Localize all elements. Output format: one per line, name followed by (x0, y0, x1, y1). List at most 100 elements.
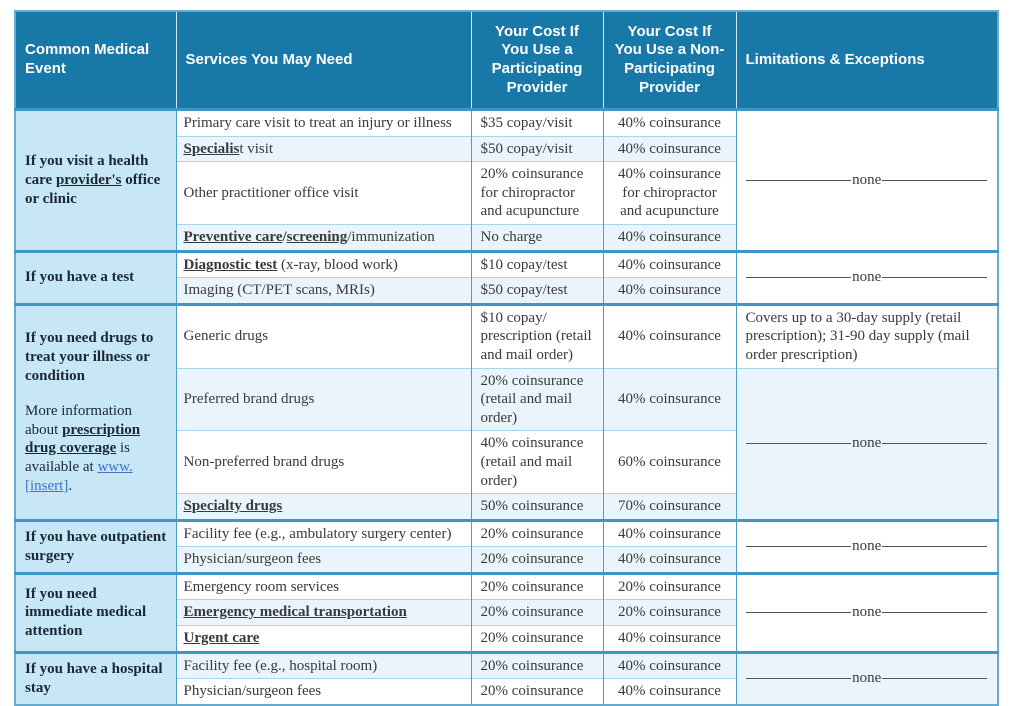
text-segment: Imaging (CT/PET scans, MRIs) (183, 282, 375, 299)
none-indicator: none (746, 171, 989, 190)
event-cell-drugs: If you need drugs to treat your illness … (14, 303, 176, 521)
dash-line (882, 678, 988, 680)
text-segment: t visit (239, 140, 274, 157)
non-participating-cost-cell: 40% coinsurance (602, 250, 736, 278)
text-segment: Non-preferred brand drugs (183, 453, 345, 470)
text-segment: Emergency room services (183, 578, 340, 595)
participating-cost-cell: 20% coinsurance (470, 519, 603, 547)
non-participating-cost-cell: 60% coinsurance (602, 430, 736, 494)
event-text: If you need drugs to treat your illness … (25, 329, 167, 385)
glossary-link[interactable]: Diagnostic test (183, 256, 278, 273)
dash-line (746, 179, 852, 181)
section-immediate-medical-attention: If you need immediate medical attention E… (14, 572, 998, 653)
none-label: none (852, 269, 882, 286)
non-participating-cost-cell: 20% coinsurance (602, 599, 736, 626)
column-header-services-you-may-need: Services You May Need (175, 11, 471, 110)
table-row: Imaging (CT/PET scans, MRIs) $50 copay/te… (15, 277, 998, 305)
glossary-link[interactable]: Preventive care (183, 228, 283, 245)
none-indicator: none (746, 603, 989, 622)
dash-line (746, 678, 852, 680)
participating-cost-cell: $50 copay/test (470, 277, 603, 305)
dash-line (746, 546, 852, 548)
table-row: If you have a test Diagnostic test (x-ray… (14, 250, 998, 305)
text-segment: Generic drugs (183, 328, 269, 345)
text-segment: Physician/surgeon fees (183, 551, 322, 568)
table-row: Other practitioner office visit 20% coins… (15, 161, 998, 225)
participating-cost-cell: 20% coinsurance (470, 678, 603, 705)
section-drugs: If you need drugs to treat your illness … (14, 303, 998, 521)
section-outpatient-surgery: If you have outpatient surgery Facility f… (14, 519, 998, 574)
non-participating-cost-cell: 40% coinsurance (602, 651, 736, 679)
participating-cost-cell: 50% coinsurance (470, 493, 603, 521)
dash-line (746, 612, 852, 614)
text-segment: If you have a hospital stay (25, 661, 163, 696)
service-cell: Non-preferred brand drugs (175, 430, 471, 494)
participating-cost-cell: $10 copay/test (470, 250, 603, 278)
participating-cost-cell: 20% coinsurance (470, 599, 603, 626)
service-cell: Urgent care (175, 625, 471, 653)
table-row: Preventive care/screening/immunization No… (15, 223, 998, 252)
event-cell-hospital-stay: If you have a hospital stay (14, 651, 176, 705)
participating-cost-cell: 40% coinsurance (retail and mail order) (470, 430, 603, 494)
text-segment: . (68, 477, 73, 494)
text-segment: / (282, 228, 287, 245)
dash-line (746, 443, 852, 445)
glossary-link[interactable]: Emergency medical transportation (183, 604, 407, 621)
non-participating-cost-cell: 40% coinsurance (602, 109, 736, 137)
glossary-link[interactable]: Specialty drugs (183, 498, 283, 515)
text-segment: If you have outpatient surgery (25, 529, 167, 564)
none-indicator: none (746, 537, 989, 556)
event-cell-immediate-medical-attention: If you need immediate medical attention (14, 572, 176, 653)
service-cell: Preventive care/screening/immunization (175, 223, 471, 252)
dash-line (882, 546, 988, 548)
non-participating-cost-cell: 40% coinsurance (602, 135, 736, 162)
non-participating-cost-cell: 40% coinsurance (602, 625, 736, 653)
participating-cost-cell: $50 copay/visit (470, 135, 603, 162)
section-office-visit: If you visit a health care provider's of… (14, 109, 998, 252)
benefits-table: Common Medical Event Services You May Ne… (14, 10, 999, 706)
text-segment: Physician/surgeon fees (183, 683, 322, 700)
event-text: If you have outpatient surgery (25, 528, 167, 565)
none-indicator: none (746, 434, 989, 453)
none-label: none (852, 538, 882, 555)
column-header-common-medical-event: Common Medical Event (15, 11, 176, 110)
none-label: none (852, 604, 882, 621)
event-spacer (25, 385, 167, 402)
dash-line (882, 612, 988, 614)
limitations-cell: none (735, 572, 998, 653)
participating-cost-cell: No charge (470, 223, 603, 252)
table-row: Specialty drugs 50% coinsurance 70% coinsu… (15, 493, 998, 521)
none-label: none (852, 435, 882, 452)
glossary-link[interactable]: provider's (55, 171, 122, 188)
table-row: Preferred brand drugs 20% coinsurance (re… (15, 367, 998, 521)
participating-cost-cell: 20% coinsurance (470, 572, 603, 600)
glossary-link[interactable]: screening (286, 228, 348, 245)
event-text: If you have a test (25, 268, 167, 287)
service-cell: Physician/surgeon fees (175, 678, 471, 705)
limitations-cell: none (735, 109, 998, 252)
event-text: More information about prescription drug… (25, 402, 167, 495)
service-cell: Facility fee (e.g., hospital room) (175, 651, 471, 679)
service-cell: Diagnostic test (x-ray, blood work) (175, 250, 471, 278)
url-link[interactable]: www.[insert] (25, 458, 133, 494)
limitations-cell: none (735, 367, 998, 521)
glossary-link[interactable]: Specialis (183, 140, 240, 157)
text-segment: Primary care visit to treat an injury or… (183, 115, 452, 131)
text-segment: Other practitioner office visit (183, 184, 359, 201)
column-header-non-participating-provider-cost: Your Cost If You Use a Non-Participating… (602, 11, 736, 110)
event-text: If you need immediate medical attention (25, 585, 167, 641)
glossary-link[interactable]: prescription drug coverage (25, 421, 141, 457)
non-participating-cost-cell: 40% coinsurance (602, 546, 736, 574)
dash-line (882, 277, 988, 279)
service-cell: Imaging (CT/PET scans, MRIs) (175, 277, 471, 305)
table-row: If you have outpatient surgery Facility f… (14, 519, 998, 574)
section-test: If you have a test Diagnostic test (x-ray… (14, 250, 998, 305)
text-segment: (x-ray, blood work) (277, 256, 398, 273)
glossary-link[interactable]: Urgent care (183, 630, 260, 647)
text-segment: is available at (25, 440, 130, 475)
limitations-cell: none (735, 519, 998, 574)
table-row: Non-preferred brand drugs 40% coinsurance… (15, 430, 998, 494)
header-row: Common Medical Event Services You May Ne… (15, 11, 998, 110)
non-participating-cost-cell: 40% coinsurance (602, 678, 736, 705)
